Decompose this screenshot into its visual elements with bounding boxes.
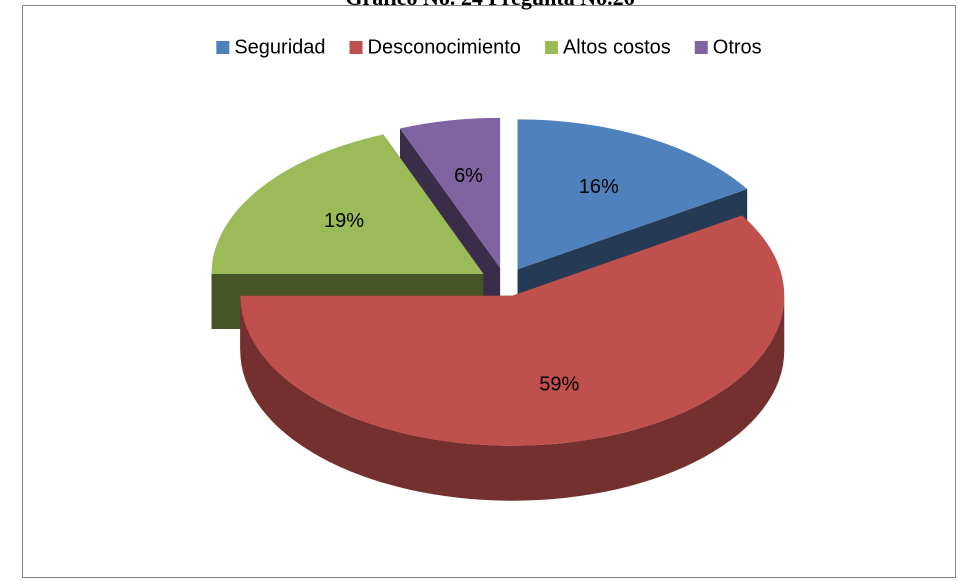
- data-label: 6%: [454, 165, 483, 187]
- slice-top: [240, 215, 785, 446]
- slice-side: [240, 295, 785, 501]
- legend-label: Otros: [713, 36, 762, 58]
- slice-top: [399, 117, 501, 268]
- legend-label: Desconocimiento: [368, 36, 521, 58]
- legend-swatch: [544, 41, 558, 54]
- legend-swatch: [349, 41, 363, 54]
- data-label: 19%: [324, 210, 364, 232]
- slice-top: [517, 119, 748, 270]
- legend-label: Seguridad: [234, 36, 325, 58]
- legend-swatch: [216, 41, 230, 54]
- legend-swatch: [694, 41, 708, 54]
- legend: Seguridad Desconocimiento Altos costos Otro…: [216, 36, 762, 58]
- data-label: 16%: [579, 176, 619, 198]
- data-label: 59%: [539, 373, 579, 395]
- chart-title: Gráfico No. 24 Pregunta No.26: [345, 0, 634, 10]
- legend-label: Altos costos: [563, 36, 671, 58]
- slice: [240, 215, 785, 501]
- slice-top: [211, 134, 484, 274]
